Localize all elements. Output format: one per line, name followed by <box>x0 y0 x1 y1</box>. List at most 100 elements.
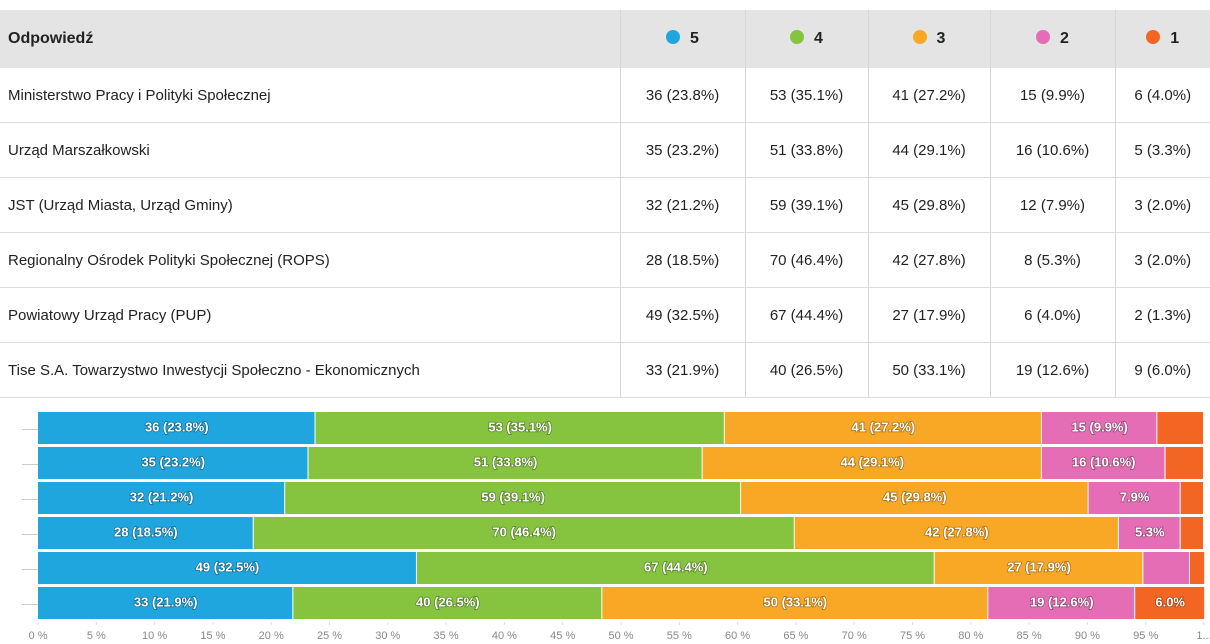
legend-dot <box>1146 30 1161 44</box>
bar-segment <box>293 587 602 619</box>
table-cell: 33 (21.9%) <box>619 342 745 398</box>
data-label: 41 (27.2%) <box>852 419 916 434</box>
table-cell: 45 (29.8%) <box>867 177 990 233</box>
data-label: 16 (10.6%) <box>1072 454 1136 469</box>
bar-segment <box>1118 517 1180 549</box>
table-cell: 41 (27.2%) <box>867 68 990 123</box>
x-tick-label: 80 % <box>958 630 983 642</box>
table-cell: 9 (6.0%) <box>1114 342 1210 398</box>
x-tick-label: 90 % <box>1075 630 1100 642</box>
data-label: 5.3% <box>1135 524 1165 539</box>
table-row: Ministerstwo Pracy i Polityki Społecznej… <box>0 68 1210 123</box>
data-label: 7.9% <box>1120 489 1150 504</box>
table-cell: 28 (18.5%) <box>619 232 745 288</box>
data-label: 67 (44.4%) <box>644 559 708 574</box>
table-cell: 51 (33.8%) <box>744 122 868 178</box>
table-cell: 6 (4.0%) <box>1114 68 1210 123</box>
table-cell: Urząd Marszałkowski <box>0 122 620 178</box>
header-text: Odpowiedź <box>8 30 94 47</box>
x-tick-label: 35 % <box>434 630 459 642</box>
data-label: 40 (26.5%) <box>416 594 480 609</box>
table-cell: Ministerstwo Pracy i Polityki Społecznej <box>0 68 620 123</box>
data-label: 6.0% <box>1155 594 1185 609</box>
table-cell: 53 (35.1%) <box>744 68 868 123</box>
chart: 0 % 5 % 10 % 15 % 20 % 25 % 30 % 35 % 40 % 45 % 50… <box>22 412 1210 642</box>
table-cell: 16 (10.6%) <box>989 122 1115 178</box>
x-tick-label: 55 % <box>667 630 692 642</box>
bar-segment <box>1180 517 1203 549</box>
x-tick-label: 45 % <box>550 630 575 642</box>
table-cell: 5 (3.3%) <box>1114 122 1210 178</box>
bar-segment <box>38 447 308 479</box>
bar-segment <box>285 482 741 514</box>
bar-segment <box>253 517 794 549</box>
data-label: 15 (9.9%) <box>1071 419 1127 434</box>
bar-segment <box>1041 412 1157 444</box>
table-row: Powiatowy Urząd Pracy (PUP) 49 (32.5%) 67 … <box>0 287 1210 343</box>
table-cell: 8 (5.3%) <box>989 232 1115 288</box>
legend-dot <box>790 30 805 44</box>
data-label: 27 (17.9%) <box>1007 559 1071 574</box>
x-tick-label: 20 % <box>259 630 284 642</box>
data-label: 19 (12.6%) <box>1030 594 1094 609</box>
table-cell: Powiatowy Urząd Pracy (PUP) <box>0 287 620 343</box>
legend-dot <box>666 30 681 44</box>
table-cell: 27 (17.9%) <box>867 287 990 343</box>
bar-segment <box>1180 482 1203 514</box>
x-tick-label: 75 % <box>900 630 925 642</box>
table-cell: 3 (2.0%) <box>1114 232 1210 288</box>
bar-segment <box>1088 482 1180 514</box>
x-tick-label: 15 % <box>200 630 225 642</box>
header-cell: 1 <box>1114 10 1210 68</box>
table-cell: 32 (21.2%) <box>619 177 745 233</box>
bar-segment <box>38 517 253 549</box>
header-cell: Odpowiedź <box>0 10 620 68</box>
bar-segment <box>38 552 416 584</box>
data-label: 28 (18.5%) <box>114 524 178 539</box>
table-cell: 2 (1.3%) <box>1114 287 1210 343</box>
table-cell: Tise S.A. Towarzystwo Inwestycji Społecz… <box>0 342 620 398</box>
data-label: 35 (23.2%) <box>141 454 205 469</box>
x-tick-label: 60 % <box>725 630 750 642</box>
bar-segment <box>416 552 934 584</box>
bar-segment <box>38 412 315 444</box>
header-text: 3 <box>936 30 946 47</box>
table-cell: 6 (4.0%) <box>989 287 1115 343</box>
data-label: 59 (39.1%) <box>481 489 545 504</box>
bar-segment <box>988 587 1135 619</box>
x-tick-label: 1... <box>1196 630 1210 642</box>
header-text: 5 <box>690 30 699 47</box>
table-cell: 50 (33.1%) <box>867 342 990 398</box>
data-label: 51 (33.8%) <box>474 454 538 469</box>
header-text: 1 <box>1170 30 1180 47</box>
x-tick-label: 0 % <box>29 630 48 642</box>
x-tick-label: 85 % <box>1017 630 1042 642</box>
table-row: Tise S.A. Towarzystwo Inwestycji Społecz… <box>0 342 1210 398</box>
bar-segment <box>1157 412 1203 444</box>
bar-segment <box>794 517 1118 549</box>
bar-segment <box>1135 587 1205 619</box>
table-cell: 35 (23.2%) <box>619 122 745 178</box>
data-label: 50 (33.1%) <box>764 594 828 609</box>
bar-segment <box>934 552 1143 584</box>
bar-segment <box>724 412 1041 444</box>
x-tick-label: 10 % <box>142 630 167 642</box>
table-cell: 15 (9.9%) <box>989 68 1115 123</box>
data-label: 33 (21.9%) <box>134 594 198 609</box>
bar-segment <box>1165 447 1203 479</box>
data-label: 32 (21.2%) <box>130 489 194 504</box>
x-tick-label: 65 % <box>783 630 808 642</box>
bar-segment <box>308 447 702 479</box>
header-cell: 4 <box>744 10 868 68</box>
header-text: 4 <box>814 30 823 47</box>
header-row: Odpowiedź 5 4 3 2 1 <box>0 10 1210 68</box>
bar-segment <box>602 587 988 619</box>
data-label: 42 (27.8%) <box>925 524 989 539</box>
data-label: 45 (29.8%) <box>883 489 947 504</box>
bar-segment <box>38 587 293 619</box>
data-label: 36 (23.8%) <box>145 419 209 434</box>
header-cell: 5 <box>619 10 745 68</box>
x-tick-label: 5 % <box>87 630 106 642</box>
x-tick-label: 40 % <box>492 630 517 642</box>
results-table: Odpowiedź 5 4 3 2 1 Ministerstwo Pracy i Poli… <box>0 10 1210 398</box>
